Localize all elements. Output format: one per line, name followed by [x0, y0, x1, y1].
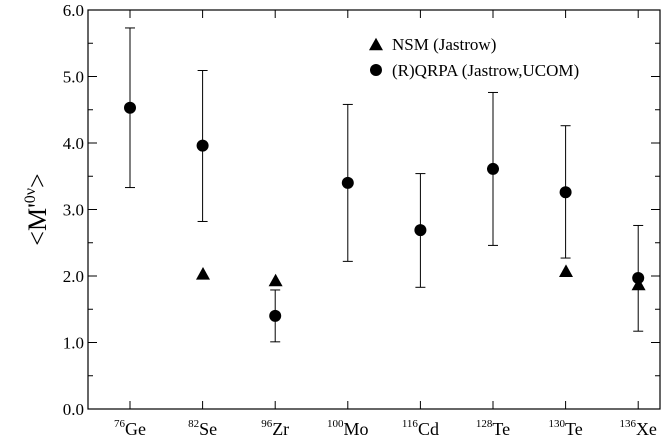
x-tick-label: 100Mo	[327, 418, 369, 439]
nsm-point	[559, 264, 573, 277]
x-tick-label: 116Cd	[402, 418, 439, 439]
axis-ticks	[88, 9, 660, 410]
x-tick-label: 130Te	[548, 418, 582, 439]
x-tick-label: 136Xe	[619, 418, 657, 439]
y-tick-label: 2.0	[63, 267, 84, 286]
y-tick-label: 5.0	[63, 68, 84, 87]
y-axis-label: <M'0ν>	[22, 173, 52, 245]
qrpa-point	[487, 162, 499, 175]
legend-marker-nsm	[369, 37, 383, 51]
nsm-point	[268, 273, 283, 287]
qrpa-point	[632, 271, 645, 284]
axis-labels: 0.0 1.0 2.0 3.0 4.0 5.0 6.0 76Ge 82Se 96Zr 100Mo 11…	[22, 1, 657, 439]
x-tick-label: 96Zr	[261, 418, 289, 439]
legend-marker-qrpa	[370, 64, 382, 76]
qrpa-point	[559, 186, 572, 199]
qrpa-point	[414, 224, 427, 237]
qrpa-point	[341, 176, 354, 189]
x-tick-label: 128Te	[476, 418, 510, 439]
qrpa-point	[196, 139, 209, 152]
y-tick-label: 0.0	[63, 400, 84, 419]
nsm-point	[196, 267, 210, 280]
y-tick-label: 3.0	[63, 201, 84, 220]
y-tick-label: 1.0	[63, 334, 84, 353]
qrpa-point	[124, 101, 136, 114]
data-marks	[124, 27, 646, 343]
qrpa-point	[269, 309, 282, 322]
x-tick-label: 76Ge	[114, 418, 146, 439]
y-tick-label: 4.0	[63, 134, 84, 153]
x-tick-label: 82Se	[188, 418, 217, 439]
y-tick-label: 6.0	[63, 1, 84, 20]
legend-label: (R)QRPA (Jastrow,UCOM)	[392, 61, 579, 80]
legend: NSM (Jastrow) (R)QRPA (Jastrow,UCOM)	[369, 35, 579, 80]
legend-label: NSM (Jastrow)	[392, 35, 496, 54]
